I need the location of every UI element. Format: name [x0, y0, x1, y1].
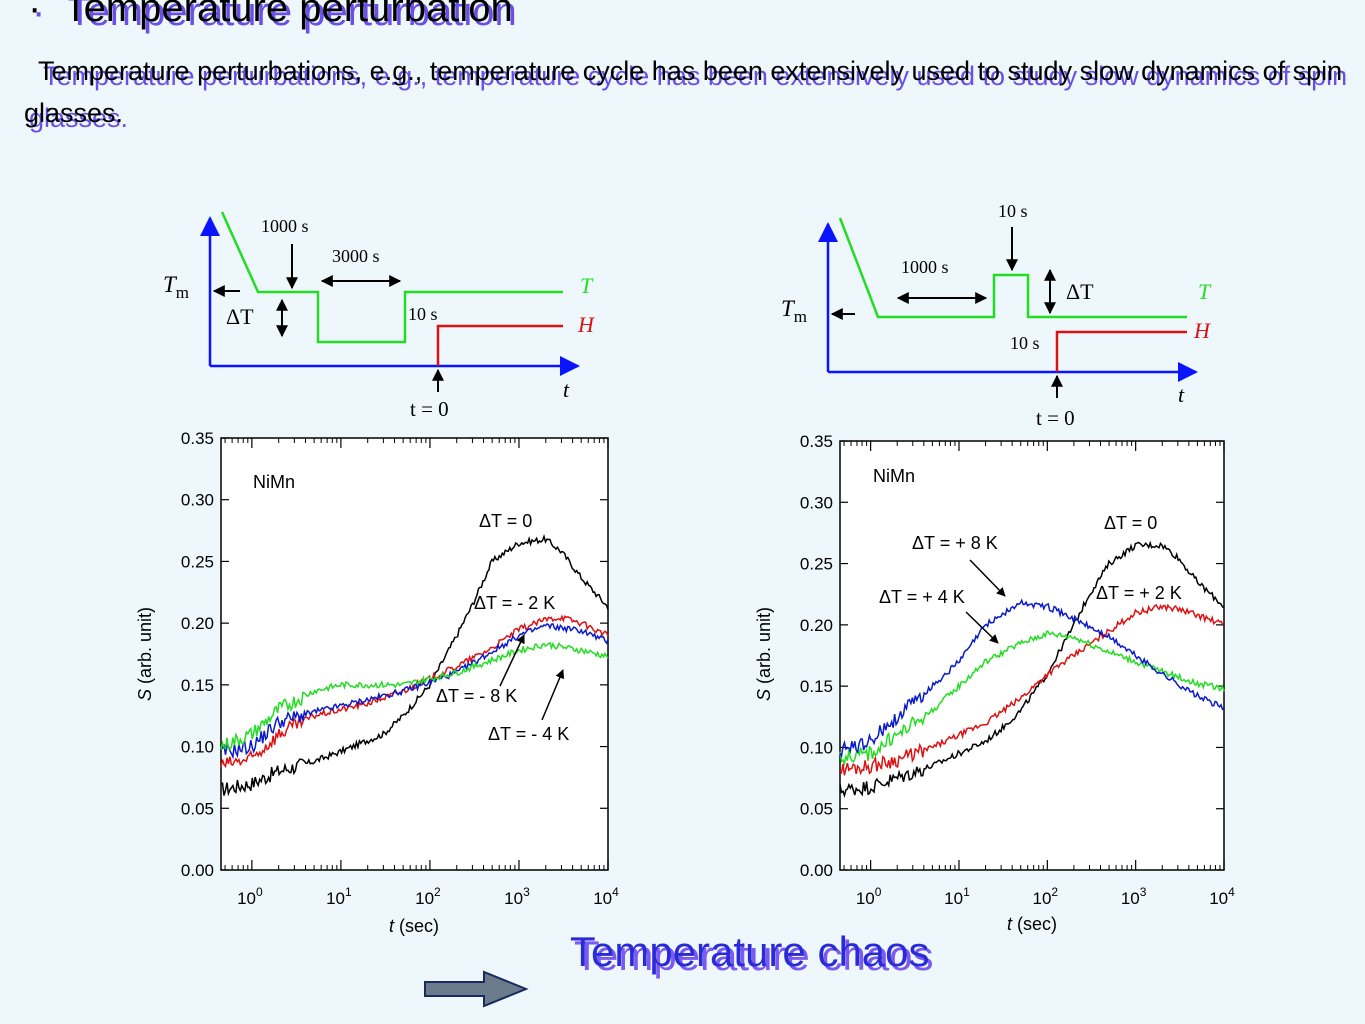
chart2-ytick-label: 0.00	[800, 861, 833, 880]
chart1-series-line	[220, 641, 609, 750]
chart2-ytick-label: 0.35	[800, 432, 833, 451]
chart2-series-line	[839, 630, 1225, 767]
chart2-xtick-label: 103	[1121, 885, 1147, 908]
protocol1-wait2-label: 3000 s	[332, 246, 380, 266]
protocol-diagram-1: Tm ΔT 1000 s 3000 s 10 s T H t t = 0	[163, 211, 595, 421]
chart2-lines	[839, 540, 1225, 799]
chart1-ytick-label: 0.35	[181, 429, 214, 448]
protocol2-t-legend: T	[1198, 279, 1212, 304]
chart2-ytick-label: 0.15	[800, 677, 833, 696]
chart2-ticks: 0.00 0.05 0.10 0.15 0.20 0.25 0.30 0.35 100 101 10…	[800, 432, 1235, 908]
protocol2-wait1-label: 1000 s	[901, 257, 949, 277]
chart-1: 0.00 0.05 0.10 0.15 0.20 0.25 0.30 0.35 100 101 10…	[135, 429, 619, 936]
chart2-xtick-label: 102	[1033, 885, 1059, 908]
chart2-sample-label: NiMn	[873, 466, 915, 486]
chart1-xtick-label: 100	[237, 885, 263, 908]
chart1-ytick-label: 0.05	[181, 799, 214, 818]
protocol1-field-on-label: 10 s	[408, 304, 438, 324]
chart2-xtick-label: 100	[856, 885, 882, 908]
protocol2-tm-label: Tm	[781, 296, 807, 326]
protocol1-dt-label: ΔT	[226, 304, 254, 329]
protocol1-wait1-label: 1000 s	[261, 216, 309, 236]
chart2-xtick-label: 104	[1209, 885, 1235, 908]
protocol2-field-on-label: 10 s	[1010, 333, 1040, 353]
chart1-ticks: 0.00 0.05 0.10 0.15 0.20 0.25 0.30 0.35 100 101 10…	[181, 429, 619, 908]
chart1-x-axis-label: t (sec)	[389, 916, 439, 936]
chart1-sample-label: NiMn	[253, 472, 295, 492]
chart1-label-dt-4: ΔT = - 4 K	[488, 724, 569, 744]
chart1-ytick-label: 0.00	[181, 861, 214, 880]
protocol2-temperature-line	[838, 217, 1187, 319]
chart2-label-dt4: ΔT = + 4 K	[879, 587, 965, 607]
intro-paragraph: Temperature perturbations, e.g., tempera…	[24, 56, 1343, 128]
protocol-diagram-2: Tm ΔT 1000 s 10 s 10 s T H t t = 0	[781, 201, 1212, 430]
protocol1-t0-label: t = 0	[410, 397, 449, 421]
chart2-series-line	[839, 603, 1224, 776]
chart1-series-line	[220, 534, 609, 797]
chart1-y-axis-label: S (arb. unit)	[135, 607, 155, 701]
chart1-lines	[220, 534, 609, 797]
chart1-series-line	[220, 614, 609, 769]
chart1-pointer-dt-4	[541, 669, 565, 721]
conclusion-text: Temperature chaos	[570, 928, 930, 975]
chart2-xtick-label: 101	[944, 885, 970, 908]
chart1-ytick-label: 0.25	[181, 552, 214, 571]
chart2-label-dt8: ΔT = + 8 K	[912, 533, 998, 553]
chart1-series-line	[220, 622, 609, 760]
chart2-frame	[839, 440, 1225, 871]
protocol1-temperature-line	[220, 211, 563, 344]
chart2-y-axis-label: S (arb. unit)	[754, 607, 774, 701]
chart2-ytick-label: 0.20	[800, 616, 833, 635]
title-bullet: ·	[28, 0, 42, 30]
chart1-xtick-label: 104	[593, 885, 619, 908]
protocol1-h-legend: H	[577, 312, 595, 337]
chart2-ytick-label: 0.25	[800, 555, 833, 574]
chart1-xtick-label: 101	[326, 885, 352, 908]
protocol2-t0-label: t = 0	[1036, 406, 1075, 430]
chart2-x-axis-label: t (sec)	[1007, 914, 1057, 934]
protocol1-t-legend: T	[580, 273, 594, 298]
chart-2: 0.00 0.05 0.10 0.15 0.20 0.25 0.30 0.35 100 101 10…	[754, 432, 1235, 934]
chart2-pointer-dt8	[969, 559, 1006, 597]
protocol1-field-line	[436, 324, 563, 366]
chart2-label-dt2: ΔT = + 2 K	[1096, 583, 1182, 603]
chart1-ytick-label: 0.10	[181, 738, 214, 757]
chart2-pointer-dt4	[965, 611, 999, 644]
protocol2-dt-label: ΔT	[1066, 279, 1094, 304]
protocol2-field-line	[1055, 330, 1187, 372]
slide-title: · Temperature perturbation	[28, 0, 513, 31]
protocol1-tm-label: Tm	[163, 272, 189, 302]
protocol2-h-legend: H	[1193, 318, 1211, 343]
chart1-ytick-label: 0.20	[181, 614, 214, 633]
block-arrow-icon	[424, 970, 529, 1008]
chart1-label-dt-8: ΔT = - 8 K	[436, 686, 517, 706]
chart2-ytick-label: 0.30	[800, 493, 833, 512]
chart1-xtick-label: 102	[415, 885, 441, 908]
protocol1-t-axis-label: t	[563, 377, 570, 402]
chart2-ytick-label: 0.10	[800, 738, 833, 757]
chart2-series-line	[839, 598, 1225, 759]
chart1-ytick-label: 0.30	[181, 491, 214, 510]
chart1-ytick-label: 0.15	[181, 676, 214, 695]
title-text: Temperature perturbation	[63, 0, 513, 30]
chart1-pointer-dt-8	[499, 634, 525, 687]
chart2-ytick-label: 0.05	[800, 800, 833, 819]
chart2-series-line	[839, 540, 1225, 799]
chart1-xtick-label: 103	[504, 885, 530, 908]
chart1-label-dt-2: ΔT = - 2 K	[474, 593, 555, 613]
chart2-label-dt0: ΔT = 0	[1104, 513, 1157, 533]
protocol2-pulse-label: 10 s	[998, 201, 1028, 221]
chart1-label-dt0: ΔT = 0	[479, 511, 532, 531]
chart1-frame	[220, 437, 609, 871]
protocol2-t-axis-label: t	[1178, 382, 1185, 407]
